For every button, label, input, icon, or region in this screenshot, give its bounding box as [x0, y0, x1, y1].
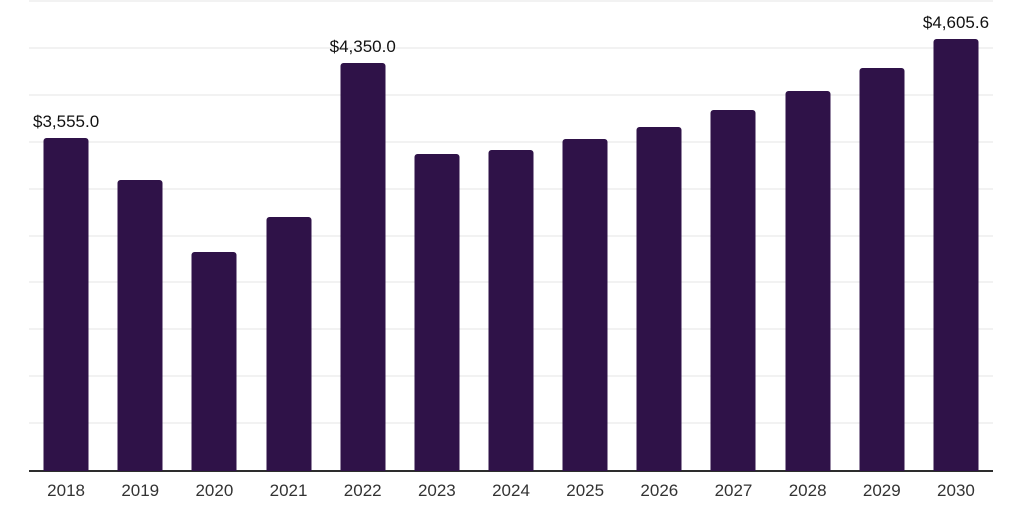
x-tick-label-2029: 2029	[862, 481, 901, 500]
bar-slot-2025	[548, 2, 622, 471]
bar-2020	[191, 252, 237, 471]
bar-slot-2018: $3,555.0	[29, 2, 103, 471]
bar-slot-2027	[696, 2, 770, 471]
gridline-4000	[29, 93, 993, 96]
bar-slot-2022: $4,350.0	[326, 2, 400, 471]
bar-2030	[933, 39, 979, 471]
bar-2022	[340, 62, 386, 471]
bar-2021	[266, 217, 312, 471]
bar-2023	[414, 154, 460, 471]
gridline-4500	[29, 46, 993, 49]
x-tick-label-2019: 2019	[121, 481, 160, 500]
bar-2018	[43, 137, 89, 471]
x-tick-label-2018: 2018	[47, 481, 85, 500]
bar-2025	[562, 138, 608, 471]
x-tick-label-2025: 2025	[566, 481, 605, 500]
bar-slot-2030: $4,605.6	[919, 2, 993, 471]
x-tick-label-2027: 2027	[714, 481, 753, 500]
gridline-5000	[29, 0, 993, 2]
bar-slot-2021	[251, 2, 325, 471]
bar-2024	[488, 150, 534, 471]
bar-value-label-2030: $4,605.6	[922, 13, 990, 33]
x-tick-label-2028: 2028	[788, 481, 827, 500]
x-tick-label-2024: 2024	[492, 481, 530, 500]
x-tick-label-2022: 2022	[343, 481, 382, 500]
gridline-3500	[29, 140, 993, 143]
bars: $3,555.0 $4,350.0 $4,605.6	[29, 2, 993, 471]
bar-2028	[785, 91, 831, 471]
bar-2019	[117, 179, 163, 471]
bar-value-label-2018: $3,555.0	[32, 111, 100, 131]
x-axis-ticks: 2018 2019 2020 2021 2022 2023 2024 2025 2026 2027…	[29, 481, 993, 501]
bar-2029	[859, 68, 905, 471]
bar-slot-2024	[474, 2, 548, 471]
x-axis-line	[29, 470, 993, 472]
bar-slot-2028	[771, 2, 845, 471]
bar-slot-2019	[103, 2, 177, 471]
bar-slot-2020	[177, 2, 251, 471]
bar-slot-2026	[622, 2, 696, 471]
x-tick-label-2026: 2026	[640, 481, 679, 500]
x-tick-label-2020: 2020	[195, 481, 234, 500]
bar-slot-2029	[845, 2, 919, 471]
bar-2026	[636, 127, 682, 471]
x-tick-label-2030: 2030	[937, 481, 975, 500]
bar-value-label-2022: $4,350.0	[329, 37, 396, 57]
plot-area: $3,555.0 $4,350.0 $4,605.6	[29, 0, 993, 472]
x-tick-label-2021: 2021	[269, 481, 308, 500]
x-tick-label-2023: 2023	[417, 481, 456, 500]
bar-2027	[710, 109, 756, 471]
bar-slot-2023	[400, 2, 474, 471]
